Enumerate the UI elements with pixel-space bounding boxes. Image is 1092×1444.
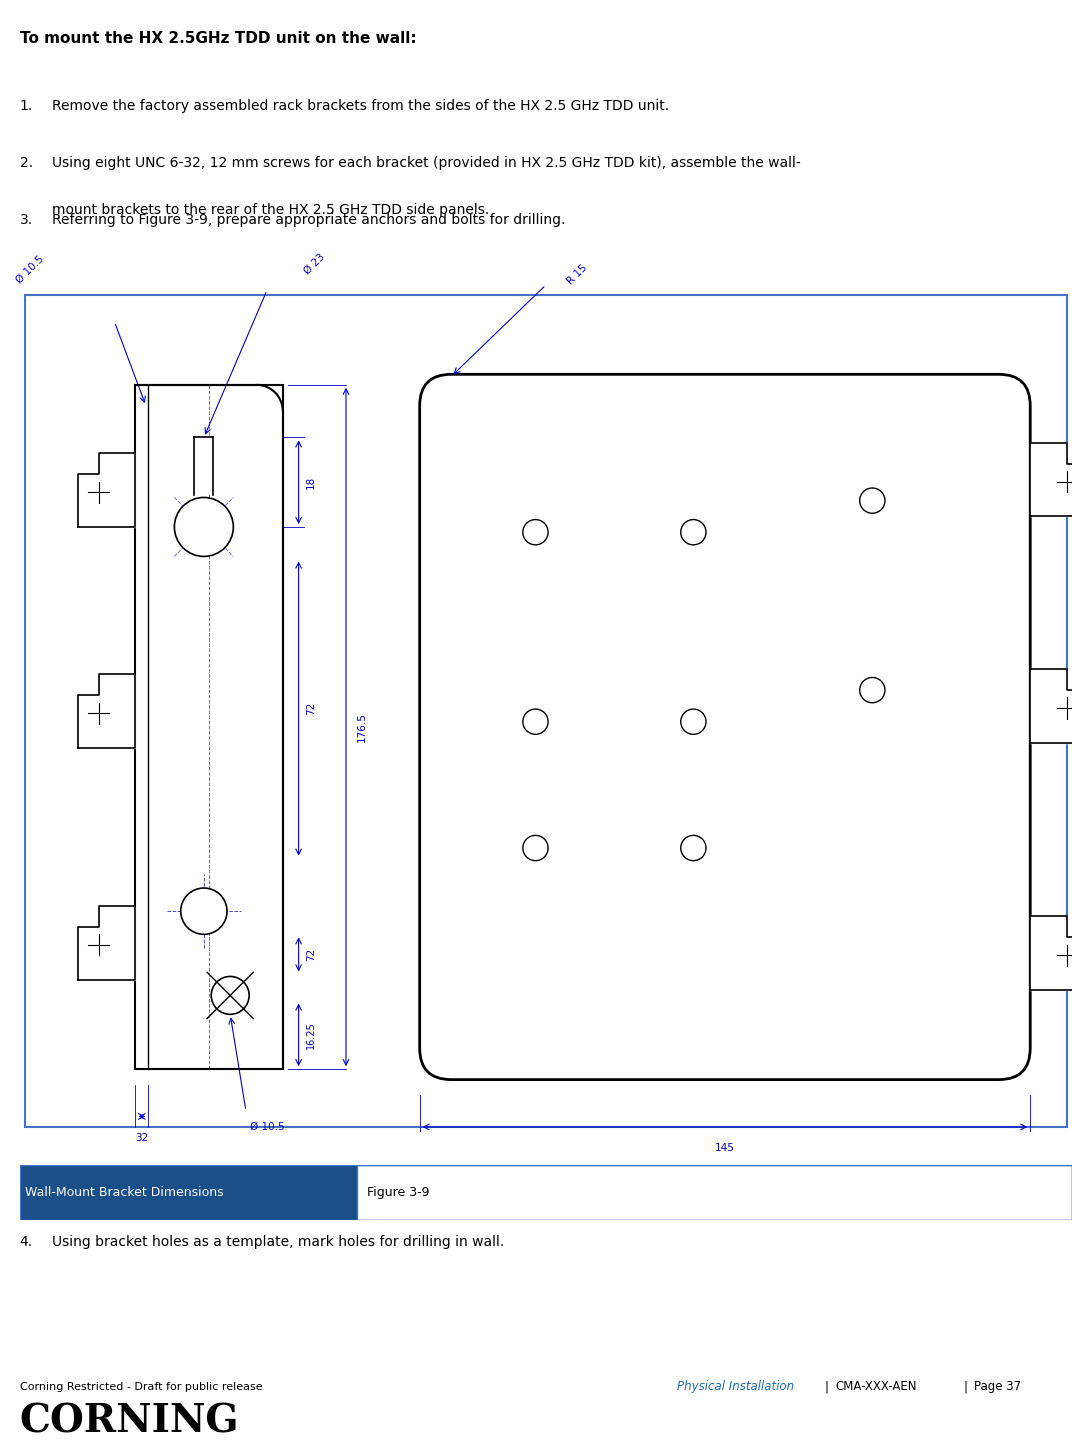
Polygon shape [1030, 917, 1088, 991]
Text: Wall-Mount Bracket Dimensions: Wall-Mount Bracket Dimensions [25, 1186, 224, 1200]
FancyBboxPatch shape [419, 374, 1030, 1080]
Text: 50: 50 [203, 1180, 216, 1190]
Text: 18: 18 [306, 475, 317, 490]
Text: 176.5: 176.5 [357, 712, 367, 742]
Text: Page 37: Page 37 [974, 1380, 1021, 1393]
Circle shape [680, 836, 707, 861]
Circle shape [859, 488, 885, 513]
Polygon shape [78, 905, 135, 979]
Text: Referring to Figure 3-9, prepare appropriate anchors and bolts for drilling.: Referring to Figure 3-9, prepare appropr… [52, 214, 566, 227]
Polygon shape [78, 453, 135, 527]
Circle shape [180, 888, 227, 934]
Text: CMA-XXX-AEN: CMA-XXX-AEN [835, 1380, 917, 1393]
Text: Ø 10.5: Ø 10.5 [14, 253, 46, 284]
Text: Using bracket holes as a template, mark holes for drilling in wall.: Using bracket holes as a template, mark … [52, 1235, 505, 1249]
Circle shape [523, 709, 548, 735]
Text: To mount the HX 2.5GHz TDD unit on the wall:: To mount the HX 2.5GHz TDD unit on the w… [20, 32, 416, 46]
Bar [194, 438, 213, 495]
Circle shape [523, 520, 548, 544]
FancyBboxPatch shape [25, 296, 1067, 1126]
Text: 145: 145 [715, 1144, 735, 1154]
Polygon shape [1030, 669, 1088, 742]
Text: 3.: 3. [20, 214, 33, 227]
Bar [135, 386, 283, 1069]
Bar [20, 1165, 356, 1220]
Text: Ø 10.5: Ø 10.5 [250, 1122, 284, 1132]
Circle shape [523, 836, 548, 861]
Text: |: | [824, 1380, 829, 1393]
Text: Using eight UNC 6-32, 12 mm screws for each bracket (provided in HX 2.5 GHz TDD : Using eight UNC 6-32, 12 mm screws for e… [52, 156, 802, 170]
Text: 72: 72 [306, 947, 317, 960]
Text: Physical Installation: Physical Installation [677, 1380, 794, 1393]
Text: Remove the factory assembled rack brackets from the sides of the HX 2.5 GHz TDD : Remove the factory assembled rack bracke… [52, 98, 669, 113]
Circle shape [680, 520, 707, 544]
Text: |: | [963, 1380, 968, 1393]
Text: 1.: 1. [20, 98, 33, 113]
Circle shape [859, 677, 885, 703]
Text: CORNING: CORNING [20, 1402, 239, 1441]
Text: 32: 32 [135, 1132, 149, 1142]
Circle shape [680, 709, 707, 735]
Polygon shape [78, 674, 135, 748]
Text: R 15: R 15 [566, 263, 590, 286]
Polygon shape [1030, 443, 1088, 517]
Text: mount brackets to the rear of the HX 2.5 GHz TDD side panels.: mount brackets to the rear of the HX 2.5… [52, 202, 489, 217]
Text: 72: 72 [306, 702, 317, 715]
Text: 4.: 4. [20, 1235, 33, 1249]
Circle shape [175, 498, 234, 556]
Text: Corning Restricted - Draft for public release: Corning Restricted - Draft for public re… [20, 1382, 262, 1392]
Text: 2.: 2. [20, 156, 33, 170]
Text: Figure 3-9: Figure 3-9 [367, 1186, 429, 1200]
Text: 16.25: 16.25 [306, 1021, 317, 1048]
Bar [356, 1165, 1072, 1220]
Circle shape [211, 976, 249, 1014]
Text: Ø 23: Ø 23 [302, 251, 327, 276]
